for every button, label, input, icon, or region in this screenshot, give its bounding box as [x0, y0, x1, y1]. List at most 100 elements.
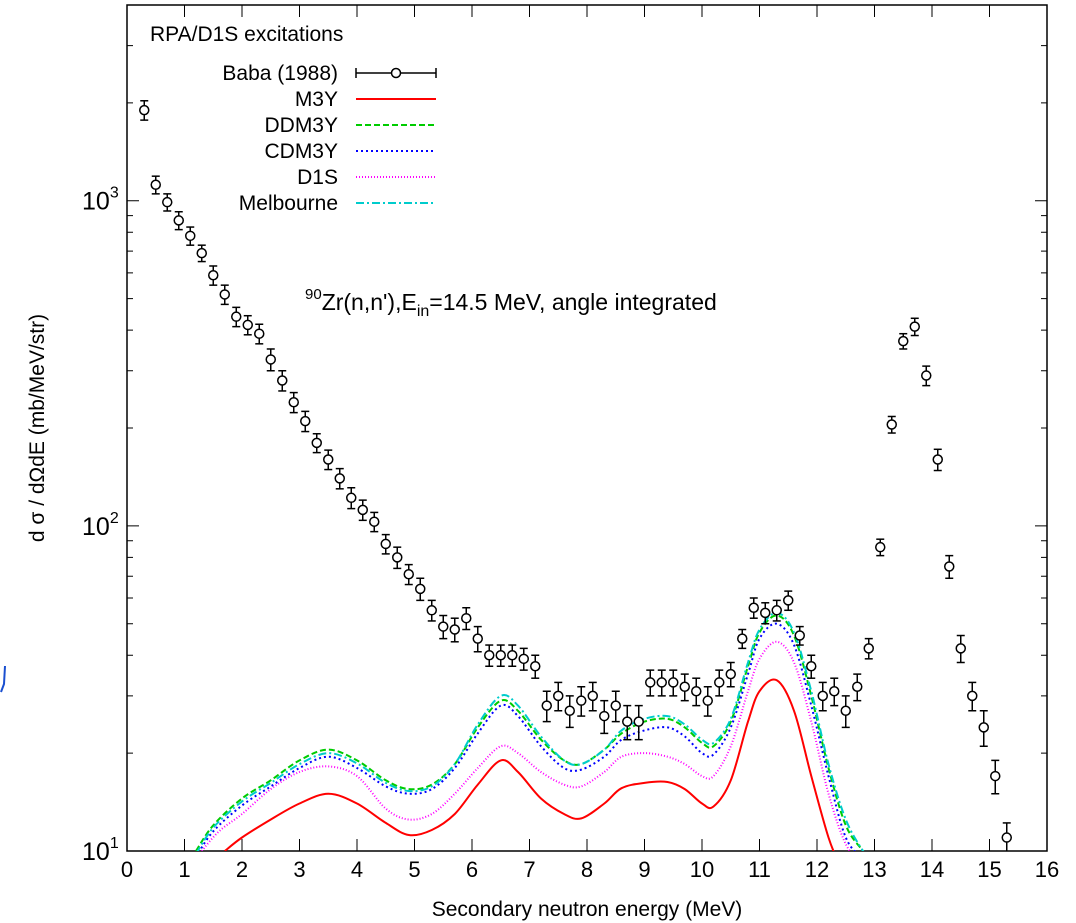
data-point — [921, 365, 932, 387]
data-point — [1001, 822, 1012, 851]
x-tick-label: 16 — [1035, 857, 1059, 882]
point-marker — [426, 605, 437, 616]
data-point — [840, 695, 851, 729]
data-point — [748, 597, 759, 619]
data-point — [300, 410, 311, 433]
point-marker — [196, 247, 207, 259]
point-marker — [806, 661, 817, 672]
point-marker — [863, 643, 874, 654]
point-marker — [300, 415, 311, 427]
data-point — [541, 690, 552, 723]
point-marker — [173, 215, 184, 226]
data-point — [185, 226, 196, 246]
point-marker — [737, 633, 748, 644]
data-point — [806, 654, 817, 679]
data-point — [484, 644, 495, 668]
data-point — [967, 681, 978, 712]
point-marker — [530, 661, 541, 672]
point-marker — [840, 705, 851, 717]
point-marker — [898, 335, 909, 347]
data-point — [334, 467, 345, 490]
point-marker — [714, 677, 725, 688]
data-point — [323, 449, 334, 471]
data-point — [231, 306, 242, 328]
x-tick-label: 1 — [178, 857, 190, 882]
point-marker — [656, 677, 667, 688]
data-point — [863, 637, 874, 660]
data-point — [714, 669, 725, 697]
point-marker — [886, 419, 897, 430]
annotation-text: 90Zr(n,n'),Ein=14.5 MeV, angle integrate… — [305, 286, 717, 320]
legend-sample — [390, 67, 402, 79]
legend: RPA/D1S excitations Baba (1988) M3Y DDM3Y C… — [150, 23, 437, 215]
point-marker — [783, 595, 794, 606]
data-point — [311, 433, 322, 454]
data-point — [886, 415, 897, 434]
point-marker — [461, 612, 472, 624]
data-point — [990, 759, 1001, 795]
data-point — [576, 686, 587, 717]
point-marker — [1001, 832, 1012, 843]
point-marker — [852, 681, 863, 693]
x-tick-label: 11 — [748, 857, 771, 882]
point-marker — [150, 179, 161, 190]
point-marker — [438, 621, 449, 632]
point-marker — [265, 354, 276, 365]
x-tick-label: 15 — [977, 857, 1001, 882]
point-marker — [541, 700, 552, 711]
legend-label: CDM3Y — [264, 140, 338, 163]
point-marker — [990, 770, 1001, 782]
data-point — [162, 193, 173, 212]
y-tick-labels: 101 102 103 — [82, 185, 119, 866]
data-point — [530, 654, 541, 679]
point-marker — [978, 722, 989, 733]
point-marker — [254, 328, 265, 339]
point-marker — [932, 454, 943, 465]
point-marker — [484, 650, 495, 661]
legend-label: DDM3Y — [264, 114, 338, 137]
data-point — [944, 554, 955, 580]
data-point — [955, 634, 966, 664]
point-marker — [242, 319, 253, 331]
data-point — [242, 314, 253, 336]
point-marker — [944, 561, 955, 572]
data-point — [265, 348, 276, 372]
point-marker — [472, 633, 483, 644]
data-point — [829, 677, 840, 707]
legend-label: Baba (1988) — [222, 62, 338, 85]
x-tick-label: 12 — [805, 857, 829, 882]
point-marker — [415, 583, 426, 595]
data-point — [794, 625, 805, 646]
data-point — [875, 538, 886, 557]
series-line-melbourne — [196, 611, 865, 851]
series-line-cdm3y — [198, 622, 856, 851]
data-point — [288, 391, 299, 414]
data-point — [277, 369, 288, 392]
model-curves — [195, 611, 865, 851]
data-point — [208, 265, 219, 286]
data-point — [553, 681, 564, 712]
data-point — [725, 661, 736, 688]
annotation-text-a: Zr(n,n'),E — [322, 289, 417, 315]
data-point — [438, 614, 449, 640]
annotation-superscript: 90 — [305, 286, 322, 303]
data-point — [392, 546, 403, 570]
legend-label: D1S — [297, 166, 338, 189]
data-point — [852, 673, 863, 702]
data-point — [817, 681, 828, 712]
point-marker — [587, 690, 598, 702]
data-point — [633, 704, 644, 741]
x-tick-label: 2 — [236, 857, 248, 882]
annotation-text-b: =14.5 MeV, angle integrated — [429, 289, 717, 315]
x-tick-label: 10 — [690, 857, 714, 882]
point-marker — [564, 705, 575, 717]
point-marker — [507, 650, 518, 661]
data-point — [978, 710, 989, 747]
point-marker — [518, 653, 529, 665]
y-tick-label: 101 — [82, 835, 119, 866]
point-marker — [495, 650, 506, 661]
data-point — [599, 699, 610, 735]
point-marker — [622, 716, 633, 727]
x-tick-label: 3 — [293, 857, 305, 882]
